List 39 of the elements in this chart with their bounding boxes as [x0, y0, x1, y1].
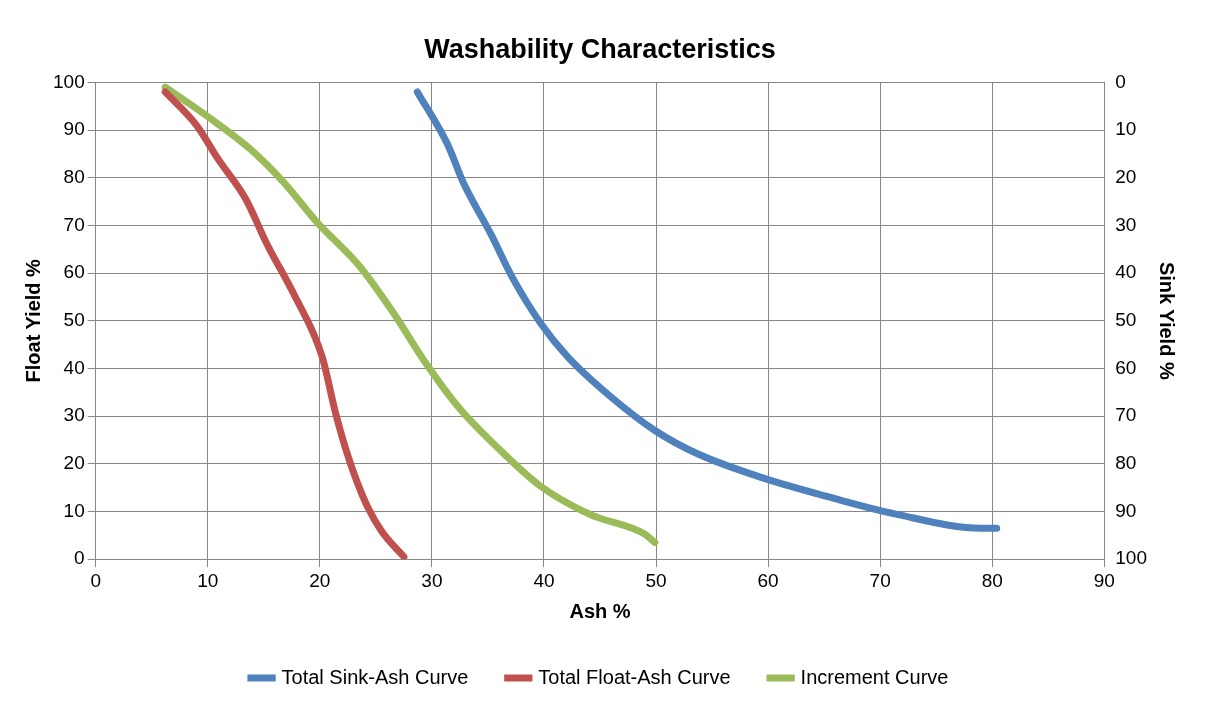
legend-label: Total Sink-Ash Curve: [281, 665, 469, 688]
x-tick-label: 20: [309, 569, 331, 591]
y2-tick-label: 80: [1115, 452, 1137, 474]
y2-tick-label: 70: [1115, 404, 1137, 426]
y2-tick-label: 40: [1115, 261, 1137, 283]
y-tick-label: 100: [53, 70, 85, 92]
x-tick-label: 10: [197, 569, 219, 591]
y-tick-label: 90: [63, 118, 85, 140]
y-tick-label: 30: [63, 404, 85, 426]
y2-tick-label: 30: [1115, 213, 1137, 235]
y-tick-label: 70: [63, 213, 85, 235]
chart-title: Washability Characteristics: [424, 33, 776, 64]
y2-axis-title: Sink Yield %: [1156, 261, 1179, 380]
x-tick-label: 40: [533, 569, 555, 591]
x-tick-label: 90: [1093, 569, 1115, 591]
legend-label: Increment Curve: [800, 665, 949, 688]
x-tick-label: 30: [421, 569, 443, 591]
x-tick-label: 60: [757, 569, 779, 591]
y-tick-label: 40: [63, 356, 85, 378]
x-tick-label: 70: [869, 569, 891, 591]
y2-tick-label: 60: [1115, 356, 1137, 378]
y2-tick-label: 100: [1115, 547, 1147, 569]
y-tick-label: 0: [74, 547, 85, 569]
x-tick-label: 80: [981, 569, 1003, 591]
x-axis-title: Ash %: [569, 599, 631, 622]
y-tick-label: 20: [63, 452, 85, 474]
y-tick-label: 50: [63, 309, 85, 331]
y-tick-label: 60: [63, 261, 85, 283]
y-tick-label: 80: [63, 165, 85, 187]
x-tick-label: 0: [90, 569, 101, 591]
y2-tick-label: 10: [1115, 118, 1137, 140]
y2-tick-label: 20: [1115, 165, 1137, 187]
y2-tick-label: 90: [1115, 499, 1137, 521]
y-axis-title: Float Yield %: [21, 258, 44, 383]
y-tick-label: 10: [63, 499, 85, 521]
legend-label: Total Float-Ash Curve: [538, 665, 731, 688]
y2-tick-label: 0: [1115, 70, 1126, 92]
y2-tick-label: 50: [1115, 309, 1137, 331]
x-tick-label: 50: [645, 569, 667, 591]
